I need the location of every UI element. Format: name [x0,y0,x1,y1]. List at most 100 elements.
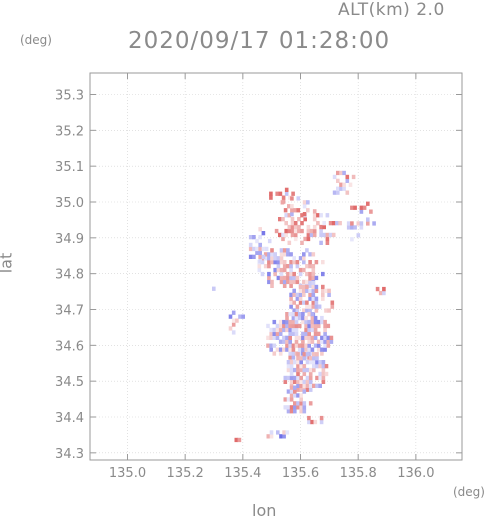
radar-cell [278,347,283,352]
radar-cell [296,364,300,369]
radar-cell [345,174,350,180]
radar-cell [336,178,340,183]
radar-cell [296,360,300,365]
radar-cell [287,228,292,234]
radar-cell [331,221,336,226]
radar-cell [290,212,294,217]
radar-cell [276,260,281,265]
radar-cell [316,221,320,226]
radar-cell [263,256,268,261]
radar-cell [292,275,296,281]
radar-cell [316,343,321,348]
radar-cell [308,280,312,286]
radar-cell [314,296,319,301]
radar-cell [302,252,306,257]
radar-cell [301,335,305,340]
radar-cell [319,232,323,238]
radar-cell [231,322,236,327]
radar-cell [291,351,296,356]
radar-cell [289,364,294,369]
radar-cell [289,371,294,377]
radar-cell [308,288,312,293]
radar-cell [291,347,296,352]
radar-cell [304,319,308,325]
radar-cell [351,174,356,180]
radar-cell [302,284,306,290]
radar-cell [286,389,291,394]
radar-cell [292,308,296,313]
radar-cell [269,347,273,352]
radar-cell [366,201,370,206]
radar-cell [319,415,324,421]
radar-cell [382,290,386,296]
radar-cell [269,327,273,333]
radar-cell [302,367,307,373]
radar-cell [311,300,316,305]
radar-cell [276,267,281,273]
radar-cell [300,240,304,245]
radar-cell [302,383,307,388]
radar-cell [285,312,289,317]
radar-cell [295,264,300,269]
radar-cell [289,260,293,265]
radar-cell [324,371,329,377]
radar-cell [375,286,380,292]
radar-cell [272,319,277,325]
radar-cell [279,260,284,265]
radar-cell [321,371,326,377]
radar-cell [275,331,280,336]
y-tick-label: 34.8 [55,268,84,283]
radar-cell [294,343,299,348]
radar-cell [302,200,307,205]
radar-cell [289,409,294,414]
radar-cell [284,221,288,226]
radar-cell [289,264,293,269]
radar-cell [359,221,364,226]
radar-cell [266,335,270,340]
radar-cell [258,242,262,248]
radar-cell [288,323,292,329]
radar-cell [283,375,288,381]
radar-cell [319,419,324,425]
radar-cell [301,312,305,317]
radar-cell [305,264,309,269]
radar-cell [292,279,296,285]
chart-title: 2020/09/17 01:28:00 [128,28,391,54]
radar-cell [282,347,286,352]
radar-cell [315,360,319,365]
radar-cell [336,186,340,191]
radar-cell [284,191,289,196]
radar-cell [310,312,315,317]
radar-cell [305,288,309,293]
radar-cell [310,323,315,329]
radar-cell [284,228,288,234]
y-axis-label: lat [0,252,16,274]
radar-cell [267,238,272,244]
radar-cell [350,205,354,210]
radar-cell [306,236,311,242]
radar-cell [308,304,312,309]
radar-cell [311,271,316,277]
radar-cell [309,232,314,238]
radar-cell [327,292,331,297]
radar-cell [329,335,334,340]
radar-cell [308,387,313,392]
radar-cell [289,296,293,301]
radar-cell [336,170,340,176]
radar-cell [289,393,294,398]
radar-cell [270,256,274,261]
radar-cell [278,327,283,333]
radar-cell [295,296,300,301]
radar-cell [310,327,315,333]
radar-cell [291,312,296,317]
radar-cell [261,254,266,259]
radar-cell [282,279,287,285]
radar-cell [278,191,283,196]
radar-cell [299,356,303,361]
radar-cell [296,356,300,361]
radar-cell [285,343,289,348]
radar-cell [290,196,294,201]
radar-cell [315,356,319,361]
radar-cell [288,319,292,325]
radar-cell [287,204,291,209]
